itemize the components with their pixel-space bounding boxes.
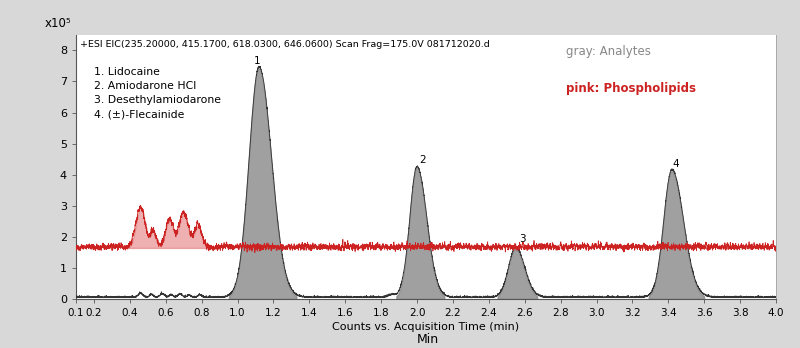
Text: +ESI EIC(235.20000, 415.1700, 618.0300, 646.0600) Scan Frag=175.0V 081712020.d: +ESI EIC(235.20000, 415.1700, 618.0300, … xyxy=(79,40,490,49)
Text: x10⁵: x10⁵ xyxy=(45,16,71,30)
Text: 1. Lidocaine
2. Amiodarone HCl
3. Desethylamiodarone
4. (±)-Flecainide: 1. Lidocaine 2. Amiodarone HCl 3. Deseth… xyxy=(94,66,221,120)
Text: gray: Analytes: gray: Analytes xyxy=(566,45,651,58)
Text: 4: 4 xyxy=(672,159,678,168)
Text: Min: Min xyxy=(417,333,439,346)
Text: 1: 1 xyxy=(254,56,261,66)
X-axis label: Counts vs. Acquisition Time (min): Counts vs. Acquisition Time (min) xyxy=(333,323,519,332)
Text: 3: 3 xyxy=(520,234,526,244)
Text: 2: 2 xyxy=(419,155,426,165)
Text: pink: Phospholipids: pink: Phospholipids xyxy=(566,82,696,95)
